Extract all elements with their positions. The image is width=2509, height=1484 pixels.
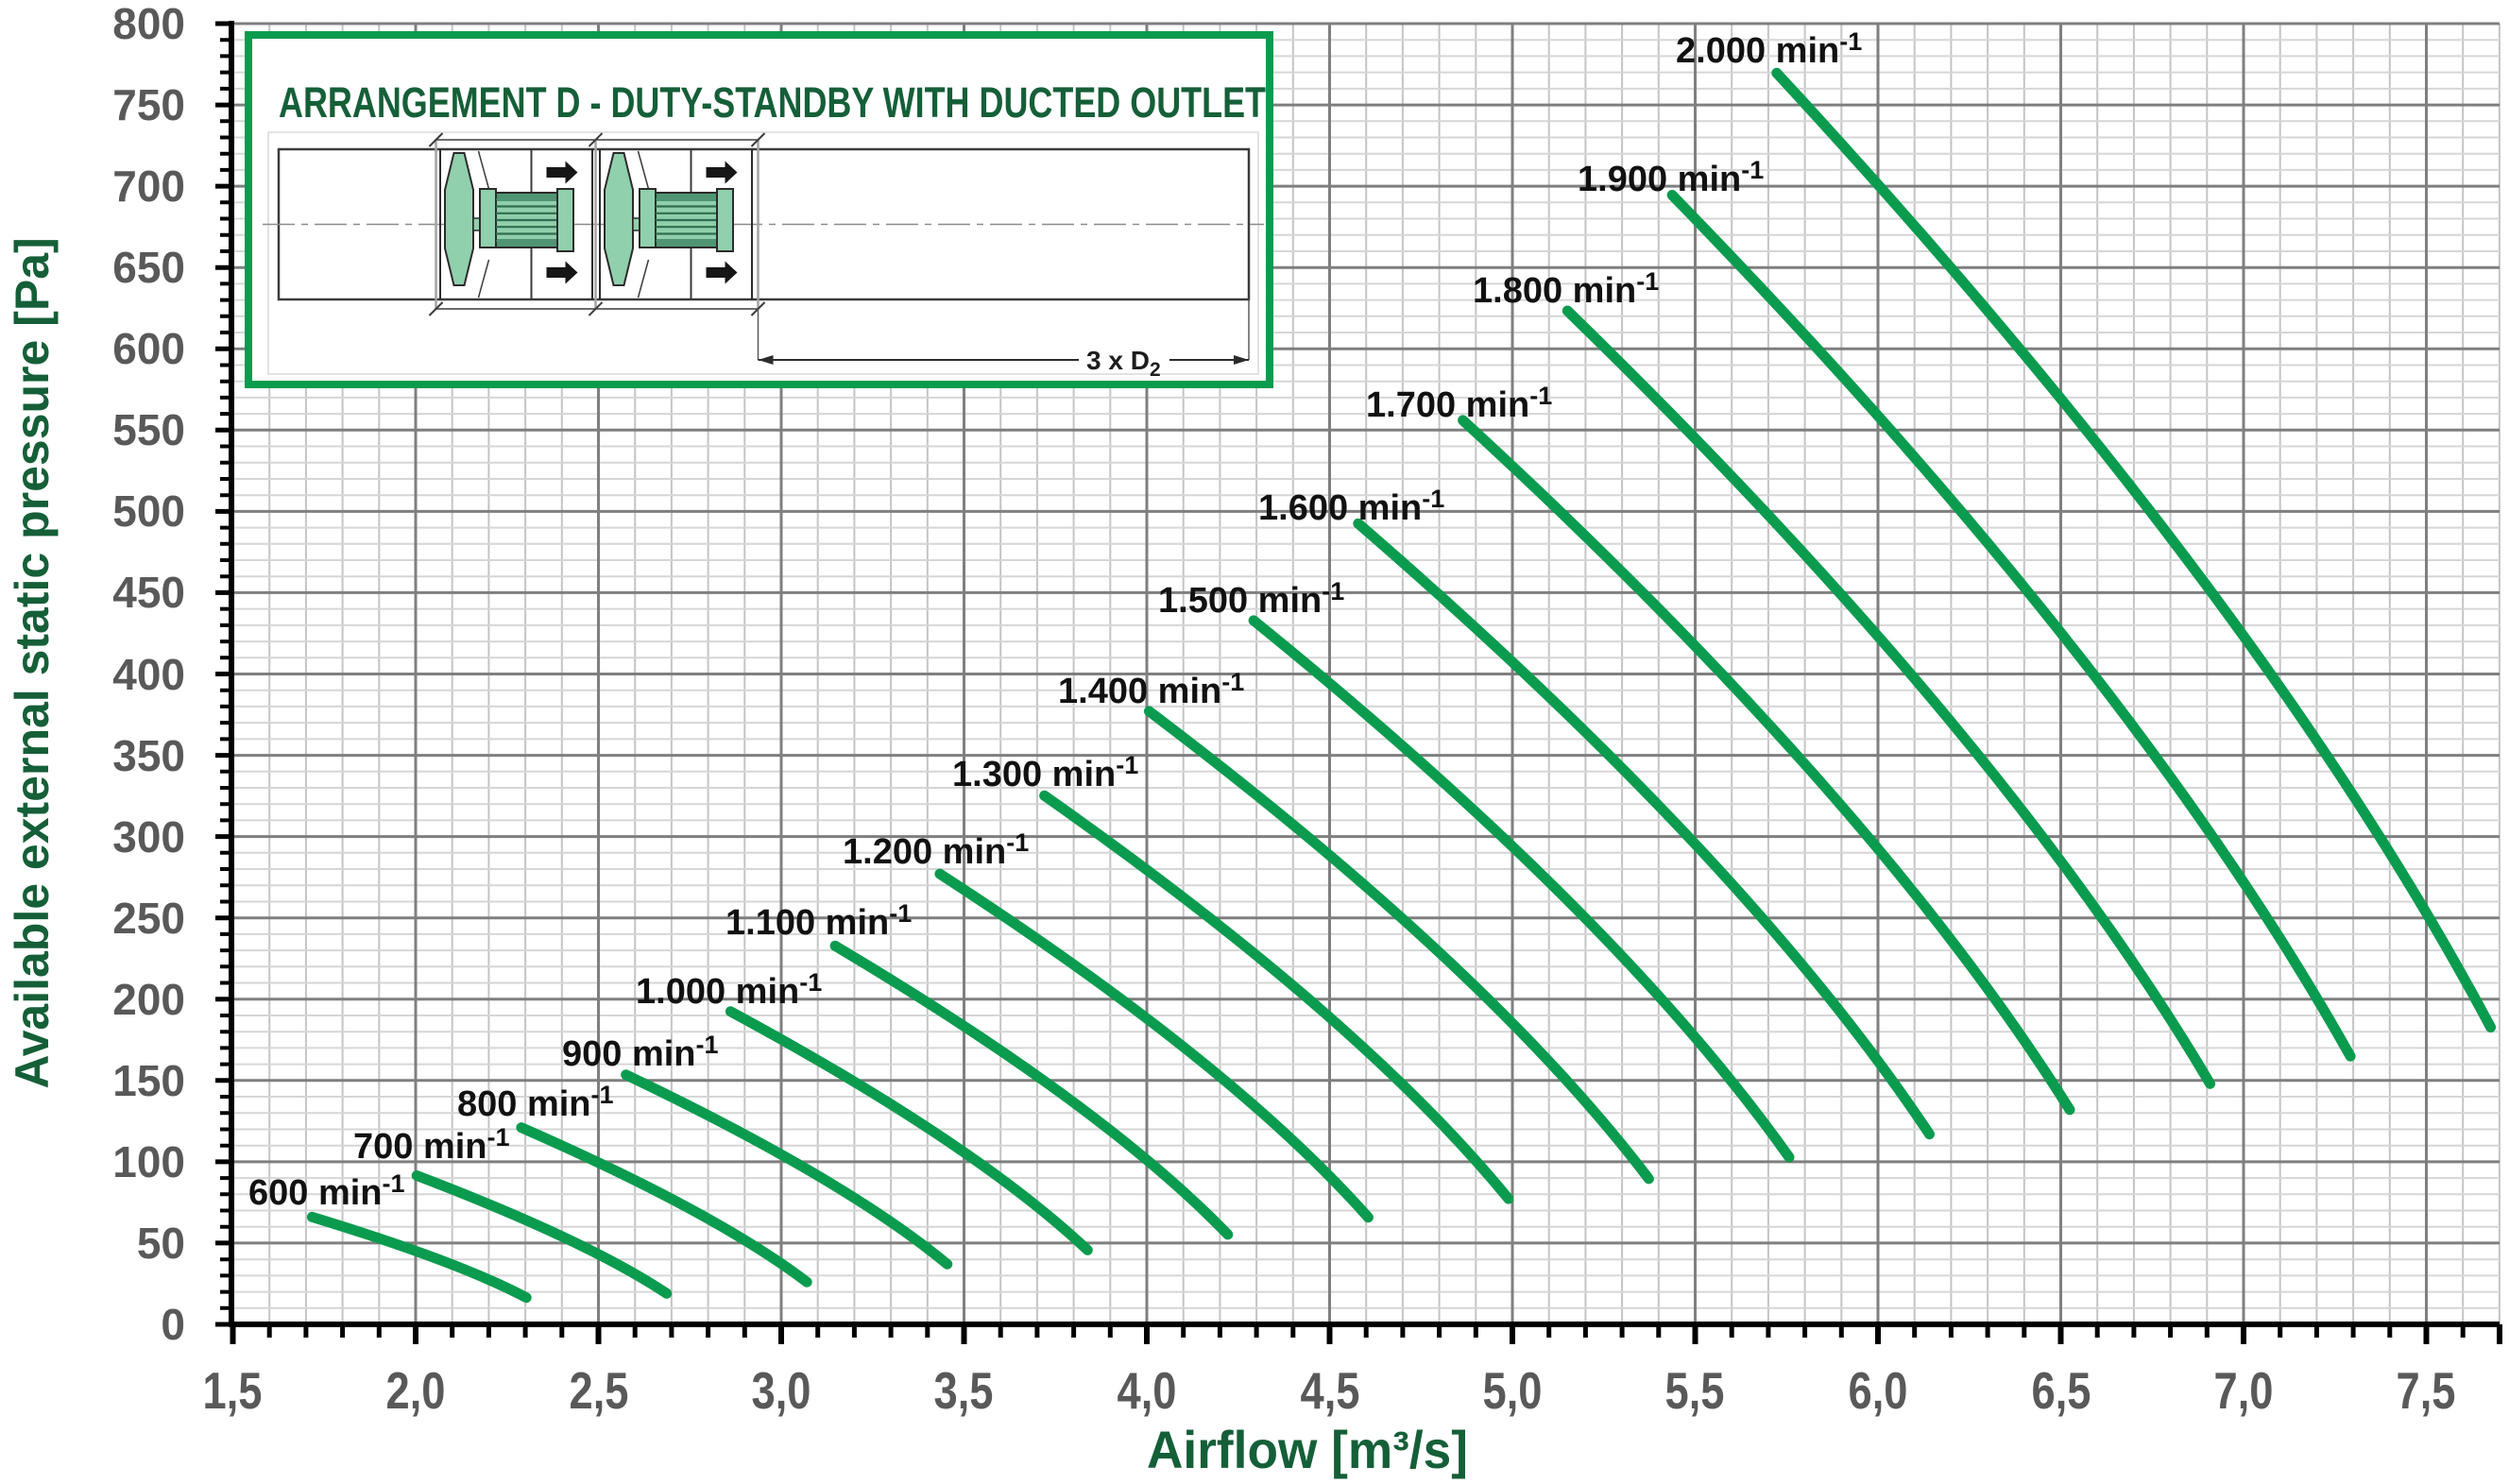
svg-text:600 min-1: 600 min-1 (248, 1169, 405, 1213)
svg-text:250: 250 (112, 894, 185, 943)
svg-text:6,5: 6,5 (2032, 1361, 2091, 1420)
svg-text:1.600 min-1: 1.600 min-1 (1258, 485, 1444, 528)
svg-text:2.000 min-1: 2.000 min-1 (1676, 27, 1862, 71)
svg-text:3,0: 3,0 (752, 1361, 811, 1420)
svg-text:5,0: 5,0 (1483, 1361, 1543, 1420)
svg-text:800 min-1: 800 min-1 (457, 1081, 614, 1124)
svg-text:5,5: 5,5 (1665, 1361, 1725, 1420)
svg-text:750: 750 (112, 80, 185, 129)
svg-text:Airflow [m³/s]: Airflow [m³/s] (1147, 1420, 1468, 1479)
svg-text:2,5: 2,5 (570, 1361, 629, 1420)
svg-text:1.700 min-1: 1.700 min-1 (1366, 382, 1552, 425)
svg-text:1.300 min-1: 1.300 min-1 (952, 751, 1138, 794)
svg-text:1.900 min-1: 1.900 min-1 (1578, 156, 1764, 199)
svg-text:ARRANGEMENT D - DUTY-STANDBY W: ARRANGEMENT D - DUTY-STANDBY WITH DUCTED… (279, 78, 1266, 127)
svg-text:1.100 min-1: 1.100 min-1 (725, 899, 912, 943)
svg-text:0: 0 (161, 1300, 185, 1349)
svg-text:1.000 min-1: 1.000 min-1 (636, 968, 822, 1012)
svg-text:7,5: 7,5 (2397, 1361, 2456, 1420)
svg-text:1.200 min-1: 1.200 min-1 (843, 828, 1029, 872)
svg-text:400: 400 (112, 650, 185, 699)
svg-text:2,0: 2,0 (386, 1361, 446, 1420)
svg-text:1.400 min-1: 1.400 min-1 (1058, 668, 1244, 711)
svg-text:350: 350 (112, 731, 185, 780)
svg-text:Available external static pres: Available external static pressure [Pa] (6, 237, 59, 1088)
svg-text:6,0: 6,0 (1849, 1361, 1908, 1420)
svg-text:1,5: 1,5 (203, 1361, 263, 1420)
svg-text:700: 700 (112, 162, 185, 211)
svg-text:100: 100 (112, 1137, 185, 1186)
svg-text:200: 200 (112, 975, 185, 1024)
svg-text:7,0: 7,0 (2214, 1361, 2274, 1420)
svg-text:1.800 min-1: 1.800 min-1 (1473, 267, 1659, 311)
svg-text:4,0: 4,0 (1118, 1361, 1177, 1420)
svg-text:300: 300 (112, 812, 185, 861)
svg-text:150: 150 (112, 1056, 185, 1105)
svg-text:700 min-1: 700 min-1 (353, 1123, 510, 1167)
svg-text:800: 800 (112, 0, 185, 48)
svg-text:450: 450 (112, 568, 185, 617)
svg-text:50: 50 (137, 1219, 185, 1268)
svg-text:650: 650 (112, 243, 185, 292)
svg-text:550: 550 (112, 405, 185, 454)
svg-text:3,5: 3,5 (934, 1361, 994, 1420)
svg-text:3 x D2: 3 x D2 (1086, 346, 1161, 381)
svg-text:1.500 min-1: 1.500 min-1 (1158, 577, 1344, 621)
svg-text:600: 600 (112, 324, 185, 373)
svg-text:4,5: 4,5 (1301, 1361, 1360, 1420)
svg-text:500: 500 (112, 486, 185, 536)
svg-text:900 min-1: 900 min-1 (562, 1031, 719, 1074)
